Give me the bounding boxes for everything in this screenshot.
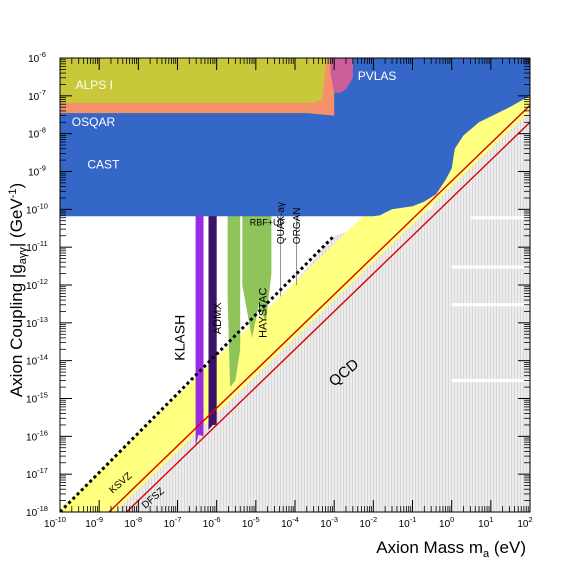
label-osqar: OSQAR xyxy=(72,115,116,129)
region-klash xyxy=(195,215,204,445)
label-klash: KLASH xyxy=(171,315,187,361)
x-tick-label: 10-5 xyxy=(242,515,260,530)
x-tick-label: 10-2 xyxy=(359,515,377,530)
y-tick-label: 10-6 xyxy=(28,50,46,65)
x-tick-label: 10-1 xyxy=(399,515,417,530)
y-axis-ticks: 10-18 10-17 10-16 10-15 10-14 10-13 10-12 10-11… xyxy=(26,50,530,519)
label-haystac: HAYSTAC xyxy=(257,288,269,338)
ksvz-line xyxy=(108,104,530,512)
x-tick-label: 10-7 xyxy=(164,515,182,530)
x-tick-label: 102 xyxy=(517,515,532,530)
region-admx xyxy=(208,215,217,430)
x-axis-ticks: 10-10 10-9 10-8 10-7 10-6 10-5 10-4 10-3 10-2 10-… xyxy=(44,58,533,530)
label-quax-a-: QUAX-aγ xyxy=(276,202,287,244)
label-alps-i: ALPS I xyxy=(76,78,113,92)
x-tick-label: 10-4 xyxy=(281,515,299,530)
label-rbf-uf: RBF+UF xyxy=(250,218,286,228)
label-pvlas: PVLAS xyxy=(358,69,397,83)
y-tick-label: 10-15 xyxy=(26,391,48,406)
x-tick-label: 101 xyxy=(478,515,493,530)
y-tick-label: 10-11 xyxy=(26,239,47,254)
x-tick-label: 10-9 xyxy=(85,515,103,530)
y-tick-label: 10-17 xyxy=(26,466,48,481)
x-tick-label: 10-6 xyxy=(203,515,221,530)
y-tick-label: 10-13 xyxy=(26,315,48,330)
y-tick-label: 10-10 xyxy=(26,201,48,216)
label-cast: CAST xyxy=(87,158,120,172)
hatch-white-bands xyxy=(451,216,530,382)
y-tick-label: 10-12 xyxy=(26,277,48,292)
x-axis-label: Axion Mass ma (eV) xyxy=(376,538,526,560)
region-pvlas xyxy=(330,58,353,93)
label-admx: ADMX xyxy=(212,302,224,334)
x-tick-label: 10-8 xyxy=(124,515,142,530)
region-labels: ALPS I PVLAS OSQAR CAST KLASH ADMX RBF+UF HAYST… xyxy=(72,69,397,511)
x-tick-label: 100 xyxy=(439,515,454,530)
y-tick-label: 10-16 xyxy=(26,428,48,443)
y-tick-label: 10-8 xyxy=(28,126,46,141)
region-alps xyxy=(60,58,331,103)
dotted-limit-line xyxy=(60,234,336,512)
y-tick-label: 10-9 xyxy=(28,164,46,179)
y-tick-label: 10-14 xyxy=(26,353,48,368)
y-tick-label: 10-7 xyxy=(28,88,46,103)
y-axis-label: Axion Coupling |gaγγ| (GeV-1) xyxy=(7,183,29,397)
label-organ: ORGAN xyxy=(292,208,303,245)
region-haystac xyxy=(227,215,241,388)
x-tick-label: 10-3 xyxy=(320,515,338,530)
regions-layer xyxy=(60,58,530,512)
x-tick-label: 10-10 xyxy=(44,515,66,530)
y-tick-label: 10-18 xyxy=(26,504,48,519)
